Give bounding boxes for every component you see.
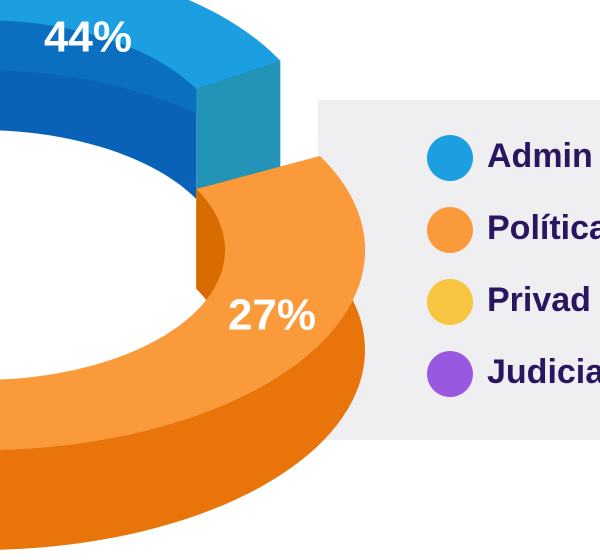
slice <box>0 0 281 89</box>
legend-marker <box>427 279 473 325</box>
slice-label: 27% <box>228 291 316 340</box>
legend-marker <box>427 351 473 397</box>
legend-marker <box>427 135 473 181</box>
legend-label: Privad <box>487 281 591 319</box>
slice-cap <box>196 60 281 199</box>
legend-label: Admin <box>487 137 593 175</box>
slice-side <box>0 156 365 550</box>
legend-label: Judicia <box>487 353 600 391</box>
slice-label: 44% <box>44 13 132 62</box>
legend-label: Política <box>487 209 600 247</box>
slice <box>0 156 365 450</box>
legend-marker <box>427 207 473 253</box>
